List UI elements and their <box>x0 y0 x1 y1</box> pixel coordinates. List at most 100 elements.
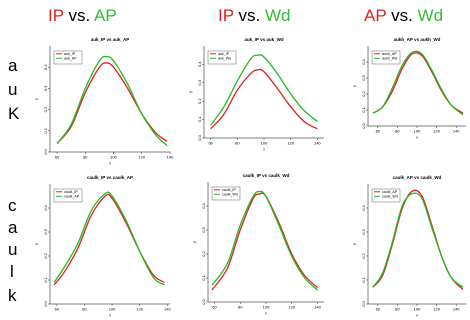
x-tick-label: 100 <box>263 305 270 310</box>
y-tick-label: 0.3 <box>201 226 206 232</box>
header-b: AP <box>94 6 117 25</box>
series-line-caulk_IP <box>212 193 318 290</box>
y-tick-label: 0.3 <box>361 74 366 80</box>
x-tick-label: 100 <box>261 141 268 146</box>
header-vs: vs. <box>64 6 94 25</box>
header-a: IP <box>218 6 234 25</box>
chart-panel-auk-ip-vs-ap: auk_IP vs auk_AP 60 80 100 120 140 0.0 0.1 0.2 0.… <box>34 34 174 166</box>
y-tick-label: 0.1 <box>197 116 202 122</box>
chart-title: aukh_AP vs aukh_Wd <box>394 37 441 42</box>
x-tick-label: 80 <box>238 305 243 310</box>
legend-label: auk_IP <box>64 52 76 56</box>
x-tick-label: 140 <box>164 307 171 312</box>
series-line-auk_Wd <box>211 55 318 125</box>
row-label-letter: a <box>8 218 17 238</box>
y-tick-label: 0.0 <box>43 148 48 154</box>
series-line-auk_IP <box>211 70 318 129</box>
header-vs: vs. <box>386 6 417 25</box>
x-axis-label: x <box>265 311 267 316</box>
legend-label: caulk_IP <box>64 190 78 194</box>
chart-panel-auk-ap-vs-wd: aukh_AP vs aukh_Wd 60 80 100 120 140 0.0 0.1 0.2… <box>352 34 470 140</box>
y-tick-label: 0.0 <box>43 300 48 306</box>
x-tick-label: 80 <box>235 141 240 146</box>
legend-label: caulk_Wd <box>382 195 398 199</box>
x-axis-label: x <box>416 313 418 318</box>
header-b: Wd <box>418 6 444 25</box>
y-tick-label: 0.4 <box>43 64 48 70</box>
row-label-letter: u <box>8 240 17 260</box>
y-tick-label: 0.2 <box>197 98 202 104</box>
x-axis-label: x <box>416 135 418 140</box>
x-tick-label: 80 <box>83 155 88 160</box>
x-tick-label: 100 <box>109 307 116 312</box>
y-tick-label: 0.4 <box>201 202 206 208</box>
legend-label: aukh_Wd <box>382 57 397 61</box>
y-axis-label: y <box>352 243 357 245</box>
x-tick-label: 100 <box>414 307 421 312</box>
row-label-letter: l <box>10 262 14 282</box>
series-line-auk_AP <box>57 57 167 146</box>
y-tick-label: 0.2 <box>43 252 48 258</box>
y-tick-label: 0.0 <box>197 134 202 140</box>
y-tick-label: 0.1 <box>361 106 366 112</box>
chart-panel-caulk-ip-vs-ap: caulk_IP vs caulk_AP 60 80 100 120 140 0.0 0.1 0… <box>34 172 174 318</box>
x-tick-label: 140 <box>453 129 460 134</box>
chart-title: caulk_IP vs caulk_Wd <box>243 173 290 178</box>
chart-title: auk_IP vs auk_Wd <box>244 37 283 42</box>
legend-label: aukh_AP <box>382 52 397 56</box>
x-tick-label: 60 <box>55 307 60 312</box>
x-tick-label: 120 <box>138 155 145 160</box>
x-tick-label: 60 <box>212 305 217 310</box>
x-tick-label: 60 <box>208 141 213 146</box>
column-header-2: IP vs. Wd <box>218 6 290 26</box>
x-tick-label: 120 <box>433 129 440 134</box>
y-tick-label: 0.4 <box>361 204 366 210</box>
y-tick-label: 0.0 <box>361 300 366 306</box>
y-tick-label: 0.4 <box>43 204 48 210</box>
x-tick-label: 140 <box>453 307 460 312</box>
y-axis-label: y <box>34 98 39 100</box>
x-tick-label: 120 <box>287 141 294 146</box>
x-tick-label: 60 <box>376 307 381 312</box>
chart-title: caulk_IP vs caulk_AP <box>87 175 133 180</box>
chart-panel-caulk-ap-vs-wd: caulk_AP vs caulk_Wd 60 80 100 120 140 0.0 0.1 0… <box>352 172 470 318</box>
x-tick-label: 140 <box>314 141 321 146</box>
chart-title: auk_IP vs auk_AP <box>91 37 129 42</box>
y-axis-label: y <box>352 85 357 87</box>
legend-label: caulk_IP <box>222 188 236 192</box>
x-tick-label: 120 <box>288 305 295 310</box>
series-line-auk_IP <box>57 63 167 144</box>
row-label-letter: a <box>8 56 17 76</box>
x-tick-label: 140 <box>167 155 174 160</box>
header-vs: vs. <box>234 6 265 25</box>
x-axis-label: x <box>263 147 265 152</box>
x-axis-label: x <box>109 161 111 166</box>
y-tick-label: 0.0 <box>201 298 206 304</box>
y-tick-label: 0.1 <box>361 276 366 282</box>
x-tick-label: 100 <box>110 155 117 160</box>
y-axis-label: y <box>192 241 197 243</box>
y-tick-label: 0.2 <box>361 90 366 96</box>
y-tick-label: 0.2 <box>43 106 48 112</box>
x-tick-label: 80 <box>82 307 87 312</box>
column-header-1: IP vs. AP <box>48 6 117 26</box>
x-tick-label: 80 <box>395 307 400 312</box>
chart-panel-caulk-ip-vs-wd: caulk_IP vs caulk_Wd 60 80 100 120 140 0.0 0.1 0… <box>192 170 328 316</box>
y-tick-label: 0.3 <box>43 228 48 234</box>
x-tick-label: 140 <box>314 305 321 310</box>
y-tick-label: 0.4 <box>197 61 202 67</box>
header-a: IP <box>48 6 64 25</box>
row-label-letter: k <box>8 286 17 306</box>
column-header-3: AP vs. Wd <box>364 6 443 26</box>
chart-panel-auk-ip-vs-wd: auk_IP vs auk_Wd 60 80 100 120 140 0.0 0.1 0.2 0.… <box>188 34 328 152</box>
y-tick-label: 0.3 <box>361 228 366 234</box>
x-tick-label: 100 <box>414 129 421 134</box>
x-tick-label: 120 <box>136 307 143 312</box>
series-line-caulk_Wd <box>212 192 318 290</box>
chart-title: caulk_AP vs caulk_Wd <box>393 175 442 180</box>
header-a: AP <box>364 6 386 25</box>
row-label-letter: c <box>8 196 17 216</box>
y-axis-label: y <box>188 91 193 93</box>
header-b: Wd <box>265 6 291 25</box>
y-tick-label: 0.1 <box>43 276 48 282</box>
